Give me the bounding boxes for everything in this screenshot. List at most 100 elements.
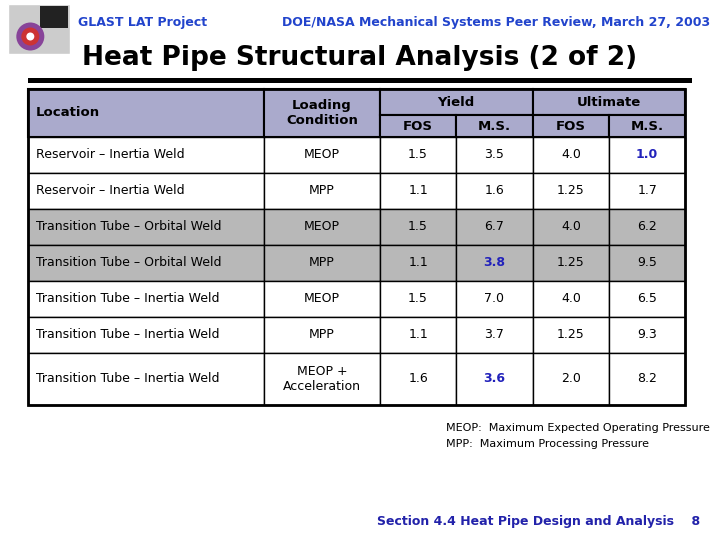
Text: 1.0: 1.0 (636, 148, 658, 161)
Bar (533, 209, 609, 245)
Bar (40, 6, 68, 28)
Bar (456, 245, 533, 281)
Text: 2.0: 2.0 (561, 373, 581, 386)
Text: 1.1: 1.1 (408, 185, 428, 198)
Bar (380, 173, 456, 209)
Bar (533, 245, 609, 281)
Bar (533, 115, 609, 137)
Bar (28, 281, 264, 317)
Bar (264, 353, 380, 405)
Bar (264, 173, 380, 209)
Text: 8.2: 8.2 (637, 373, 657, 386)
Text: 3.7: 3.7 (485, 328, 505, 341)
Text: MPP: MPP (309, 328, 335, 341)
Bar (264, 281, 380, 317)
Text: 1.25: 1.25 (557, 185, 585, 198)
Bar (380, 115, 456, 137)
Text: 1.5: 1.5 (408, 293, 428, 306)
Circle shape (17, 23, 45, 51)
Bar (28, 89, 685, 405)
Text: Section 4.4 Heat Pipe Design and Analysis    8: Section 4.4 Heat Pipe Design and Analysi… (377, 515, 700, 528)
Bar (456, 115, 533, 137)
Bar (456, 173, 533, 209)
Text: MEOP: MEOP (304, 220, 340, 233)
Bar (28, 89, 264, 137)
Text: 6.5: 6.5 (637, 293, 657, 306)
Circle shape (22, 28, 40, 45)
Text: 9.5: 9.5 (637, 256, 657, 269)
Bar (380, 281, 456, 317)
Bar (456, 353, 533, 405)
Bar (533, 353, 609, 405)
Text: MPP:  Maximum Processing Pressure: MPP: Maximum Processing Pressure (446, 439, 649, 449)
Text: 1.1: 1.1 (408, 328, 428, 341)
Bar (28, 137, 264, 173)
Text: MEOP: MEOP (304, 293, 340, 306)
Bar (533, 317, 609, 353)
Bar (609, 137, 685, 173)
Bar (264, 89, 380, 137)
Text: 1.5: 1.5 (408, 220, 428, 233)
Text: 9.3: 9.3 (637, 328, 657, 341)
Text: Heat Pipe Structural Analysis (2 of 2): Heat Pipe Structural Analysis (2 of 2) (82, 45, 638, 71)
Text: Ultimate: Ultimate (577, 96, 641, 109)
Bar (264, 209, 380, 245)
Bar (264, 245, 380, 281)
Bar (264, 317, 380, 353)
Bar (456, 137, 533, 173)
Text: MEOP +
Acceleration: MEOP + Acceleration (283, 365, 361, 393)
Bar (533, 173, 609, 209)
Bar (8, 4, 70, 54)
Text: 6.2: 6.2 (637, 220, 657, 233)
Text: 3.8: 3.8 (483, 256, 505, 269)
Text: 4.0: 4.0 (561, 148, 581, 161)
Bar (609, 317, 685, 353)
Text: 1.25: 1.25 (557, 328, 585, 341)
Text: Transition Tube – Inertia Weld: Transition Tube – Inertia Weld (36, 293, 220, 306)
Bar (28, 209, 264, 245)
Text: Reservoir – Inertia Weld: Reservoir – Inertia Weld (36, 185, 184, 198)
Text: 3.5: 3.5 (485, 148, 505, 161)
Text: Transition Tube – Orbital Weld: Transition Tube – Orbital Weld (36, 256, 222, 269)
Text: MEOP:  Maximum Expected Operating Pressure: MEOP: Maximum Expected Operating Pressur… (446, 423, 710, 433)
Text: MPP: MPP (309, 256, 335, 269)
Bar (533, 281, 609, 317)
Bar (609, 281, 685, 317)
Bar (380, 137, 456, 173)
Text: 7.0: 7.0 (485, 293, 505, 306)
Text: 3.6: 3.6 (483, 373, 505, 386)
Bar (609, 209, 685, 245)
Bar (456, 281, 533, 317)
Text: DOE/NASA Mechanical Systems Peer Review, March 27, 2003: DOE/NASA Mechanical Systems Peer Review,… (282, 16, 710, 29)
Text: Reservoir – Inertia Weld: Reservoir – Inertia Weld (36, 148, 184, 161)
Circle shape (27, 32, 35, 40)
Bar (380, 353, 456, 405)
Text: 1.5: 1.5 (408, 148, 428, 161)
Bar (28, 245, 264, 281)
Text: 1.6: 1.6 (408, 373, 428, 386)
Bar (380, 245, 456, 281)
Bar (609, 115, 685, 137)
Bar (28, 353, 264, 405)
Text: 1.7: 1.7 (637, 185, 657, 198)
Text: Location: Location (36, 106, 100, 119)
Bar (609, 353, 685, 405)
Text: 1.1: 1.1 (408, 256, 428, 269)
Bar (533, 89, 685, 115)
Text: Transition Tube – Orbital Weld: Transition Tube – Orbital Weld (36, 220, 222, 233)
Text: 1.6: 1.6 (485, 185, 504, 198)
Text: MPP: MPP (309, 185, 335, 198)
Text: MEOP: MEOP (304, 148, 340, 161)
Text: Transition Tube – Inertia Weld: Transition Tube – Inertia Weld (36, 328, 220, 341)
Bar (456, 209, 533, 245)
Bar (609, 173, 685, 209)
Text: GLAST LAT Project: GLAST LAT Project (78, 16, 207, 29)
Text: 6.7: 6.7 (485, 220, 505, 233)
Bar (456, 317, 533, 353)
Bar (380, 89, 533, 115)
Bar (8, 4, 70, 54)
Text: 4.0: 4.0 (561, 293, 581, 306)
Bar (380, 317, 456, 353)
Bar (609, 245, 685, 281)
Text: M.S.: M.S. (631, 119, 664, 132)
